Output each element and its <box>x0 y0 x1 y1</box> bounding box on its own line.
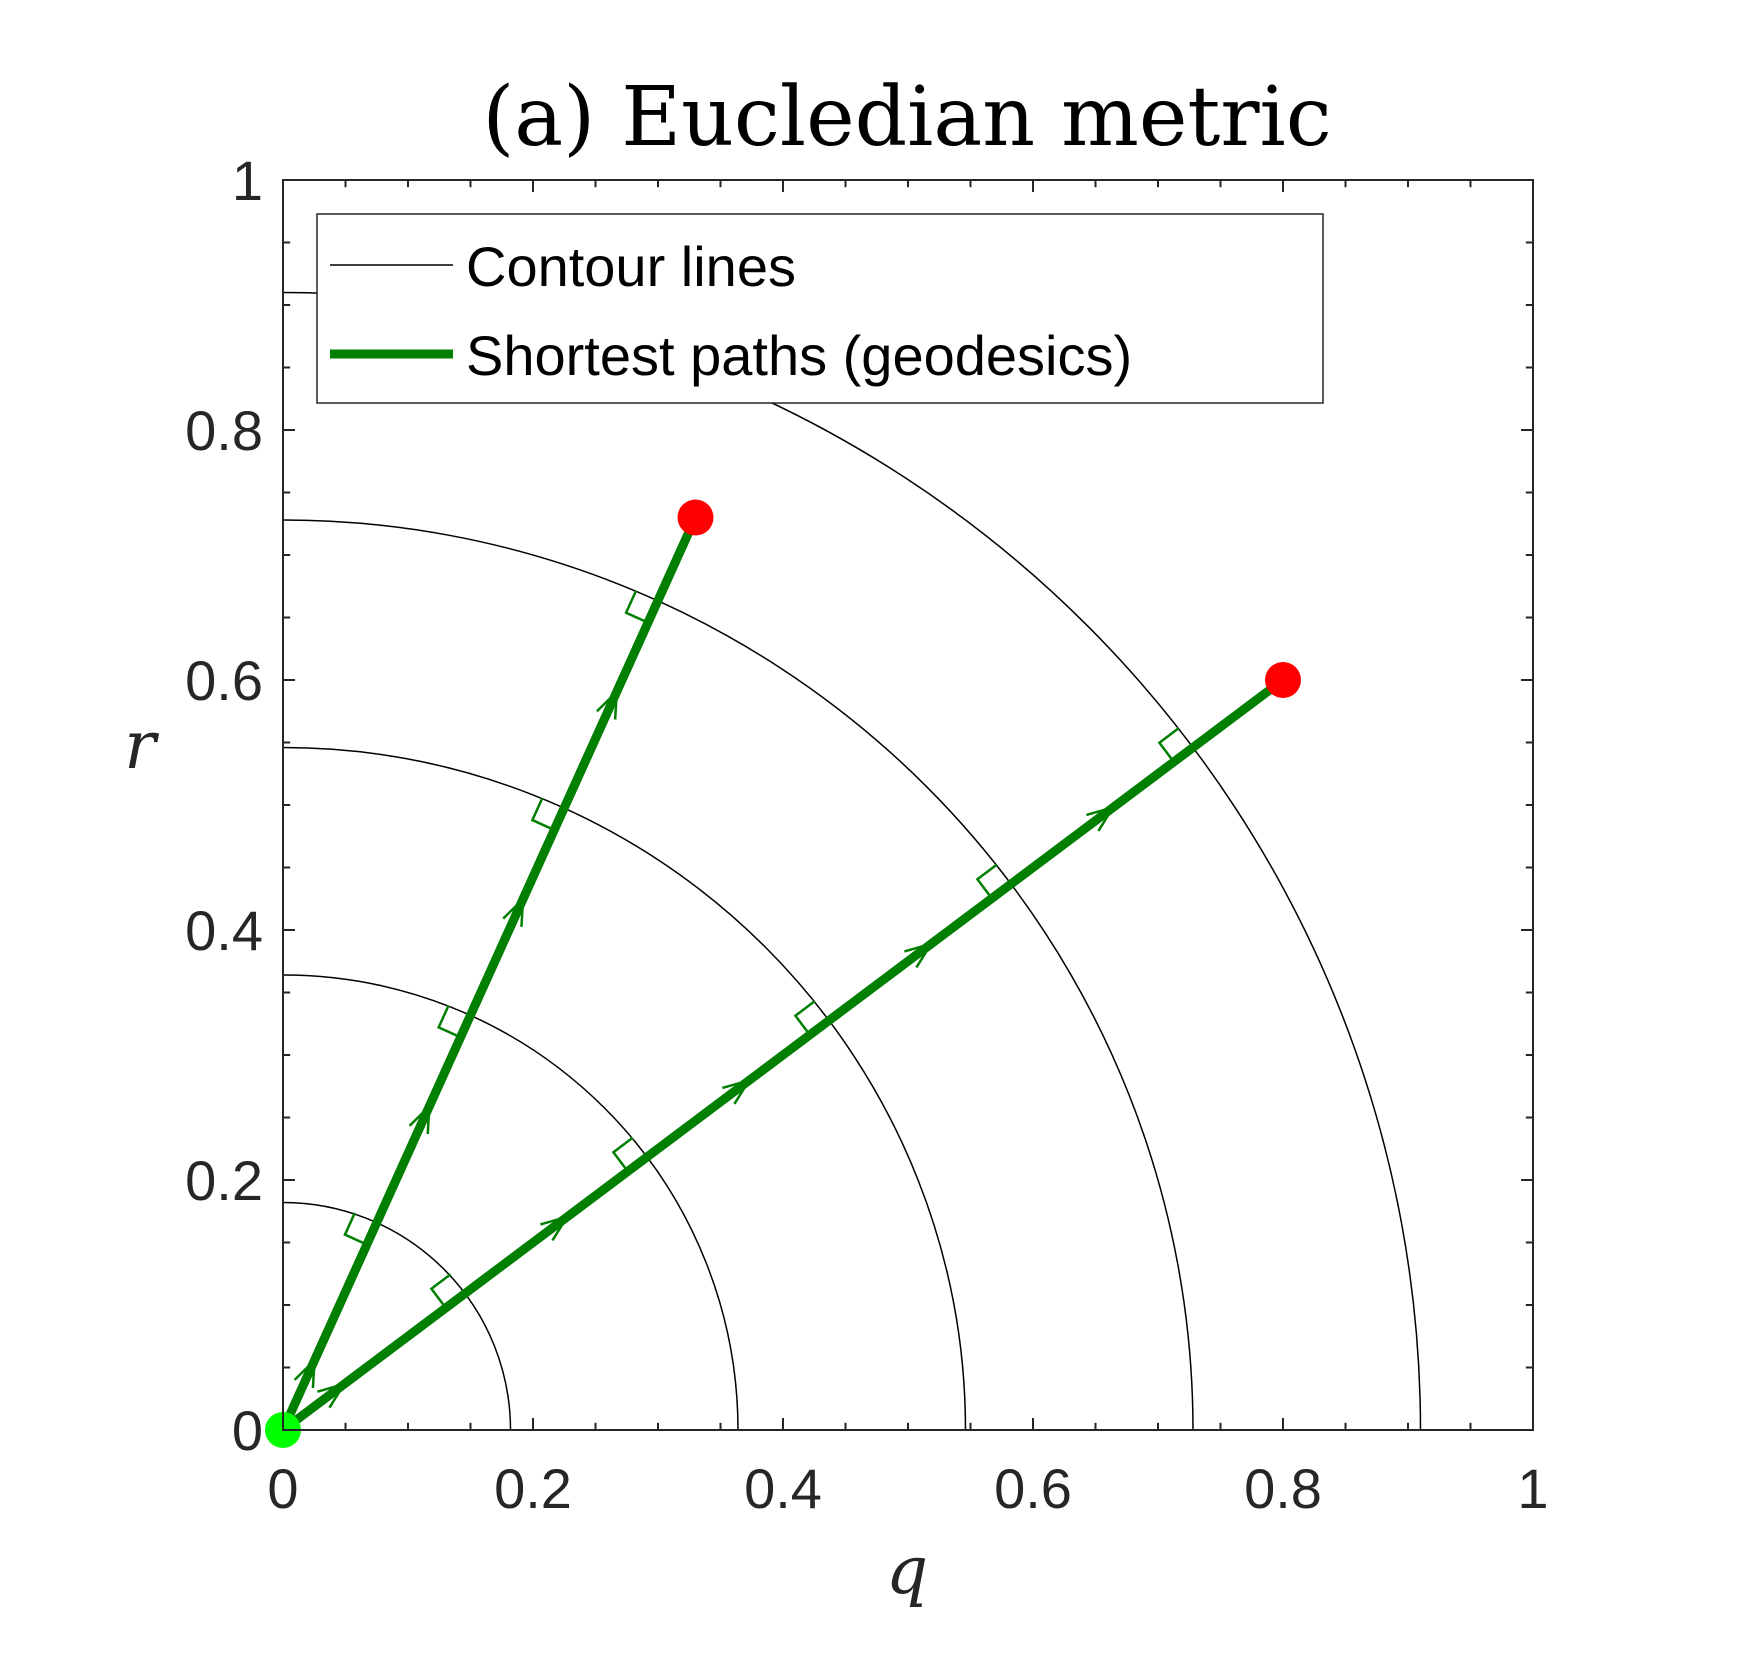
right-angle-marker-2-2 <box>611 1136 634 1173</box>
right-angle-marker-2-3 <box>793 1000 816 1036</box>
end-point-marker-2 <box>1265 662 1301 698</box>
plot-area <box>265 291 1422 1448</box>
direction-arrow-1-4 <box>596 688 619 720</box>
direction-arrow-1-2 <box>408 1103 431 1135</box>
y-axis-label: r <box>124 707 159 784</box>
right-angle-marker-1-4 <box>624 590 649 624</box>
contour-line-2 <box>282 974 739 1431</box>
x-tick-label: 0.6 <box>994 1457 1072 1520</box>
legend-box <box>316 213 1324 404</box>
y-tick-label: 0.6 <box>185 649 263 712</box>
right-angle-marker-2-4 <box>975 863 998 900</box>
y-tick-label: 0.8 <box>185 399 263 462</box>
x-tick-label: 0 <box>267 1457 298 1520</box>
direction-arrow-2-4 <box>904 941 934 969</box>
direction-arrow-2-2 <box>540 1214 570 1242</box>
geodesic-path-1 <box>278 513 700 1435</box>
direction-arrow-2-1 <box>317 1382 347 1409</box>
axis-ticks: 0 0.2 0.4 0.6 0.8 1 0 0.2 0.4 0.6 0.8 1 <box>185 149 1548 1520</box>
right-angle-marker-2-5 <box>1157 727 1180 763</box>
right-angle-marker-1-2 <box>437 1004 462 1039</box>
direction-arrow-1-1 <box>293 1357 316 1389</box>
right-angle-marker-2-1 <box>429 1273 452 1309</box>
contour-line-1 <box>282 1201 512 1431</box>
direction-arrow-1-3 <box>502 895 525 927</box>
end-point-marker-1 <box>677 499 714 536</box>
legend-label-geodesic: Shortest paths (geodesics) <box>466 324 1132 387</box>
x-tick-label: 1 <box>1517 1457 1548 1520</box>
y-tick-label: 0 <box>232 1399 263 1462</box>
contour-line-3 <box>282 746 967 1431</box>
legend-label-contour: Contour lines <box>466 235 796 298</box>
geodesic-path-2 <box>278 675 1288 1435</box>
contour-line-5 <box>282 291 1422 1431</box>
y-tick-label: 0.4 <box>185 899 263 962</box>
y-tick-label: 0.2 <box>185 1149 263 1212</box>
right-angle-marker-1-3 <box>530 797 555 832</box>
x-axis-label: q <box>886 1532 928 1609</box>
direction-arrow-2-5 <box>1086 805 1116 832</box>
legend: Contour lines Shortest paths (geodesics) <box>316 213 1324 404</box>
x-tick-label: 0.8 <box>1244 1457 1322 1520</box>
chart-title: (a) Eucledian metric <box>482 70 1331 165</box>
contour-line-4 <box>282 519 1194 1431</box>
right-angle-marker-1-1 <box>343 1212 368 1246</box>
x-tick-label: 0.2 <box>494 1457 572 1520</box>
direction-arrow-2-3 <box>722 1078 752 1105</box>
x-tick-label: 0.4 <box>744 1457 822 1520</box>
y-tick-label: 1 <box>232 149 263 212</box>
